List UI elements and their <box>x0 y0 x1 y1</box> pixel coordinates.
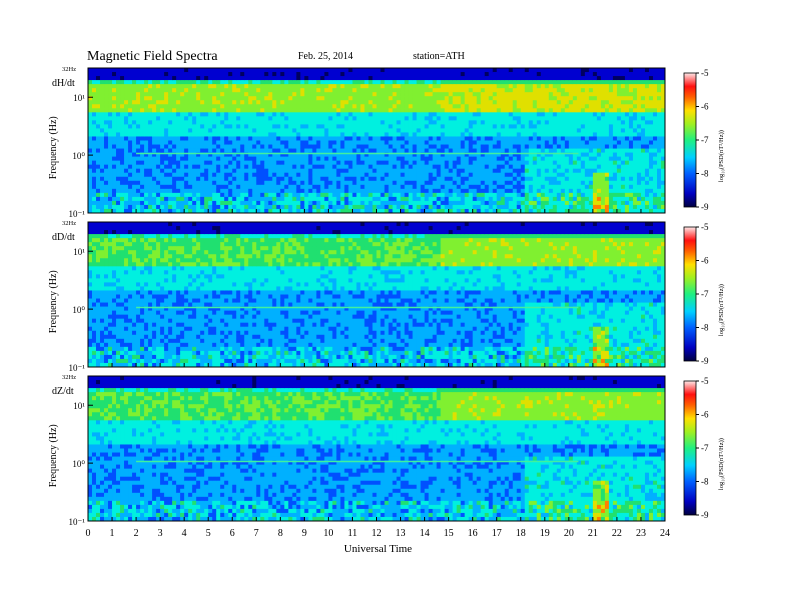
spectrogram-heatmap <box>88 68 666 214</box>
colorbar-tick-label: -5 <box>701 68 709 78</box>
colorbar-tick-label: -5 <box>701 376 709 386</box>
x-tick-label: 4 <box>182 528 187 539</box>
y-tick-label: 10⁻¹ <box>69 517 86 527</box>
colorbar-label: log₁₀(PSD(nT²/Hz)) <box>718 130 725 182</box>
x-tick-label: 11 <box>348 528 358 539</box>
panel-2: dD/dt 32Hz 10¹ 10⁰ 10⁻¹ Frequency (Hz) -5 -6 -7 -… <box>48 220 725 373</box>
colorbar-tick-label: -5 <box>701 222 709 232</box>
x-tick-label: 1 <box>110 528 115 539</box>
x-tick-label: 13 <box>396 528 406 539</box>
x-tick-label: 2 <box>134 528 139 539</box>
y-axis-label: Frequency (Hz) <box>48 270 59 333</box>
colorbar-tick-label: -8 <box>701 477 709 487</box>
panel-1: dH/dt 32Hz 10¹ 10⁰ 10⁻¹ Frequency (Hz) -5 -6 -7 -… <box>48 66 725 219</box>
y-axis-label: Frequency (Hz) <box>48 424 59 487</box>
spectrogram-heatmap <box>88 376 666 522</box>
colorbar-tick-label: -6 <box>701 410 709 420</box>
x-tick-label: 5 <box>206 528 211 539</box>
x-tick-label: 3 <box>158 528 163 539</box>
colorbar-tick-label: -7 <box>701 289 709 299</box>
colorbar-tick-label: -8 <box>701 169 709 179</box>
y-axis-label: Frequency (Hz) <box>48 116 59 179</box>
x-tick-label: 0 <box>86 528 91 539</box>
y-tick-label: 10⁻¹ <box>69 363 86 373</box>
y-tick-label: 10⁰ <box>72 151 85 161</box>
y-tick-label: 10¹ <box>73 247 85 257</box>
y-tick-label: 10¹ <box>73 401 85 411</box>
x-tick-label: 16 <box>468 528 478 539</box>
panel-name: dH/dt <box>52 78 75 89</box>
x-tick-label: 20 <box>564 528 574 539</box>
colorbar-tick-label: -9 <box>701 356 709 366</box>
colorbar-tick-label: -9 <box>701 202 709 212</box>
x-tick-label: 7 <box>254 528 259 539</box>
colorbar <box>683 226 697 362</box>
x-tick-label: 22 <box>612 528 622 539</box>
colorbar-tick-label: -8 <box>701 323 709 333</box>
colorbar-tick-label: -6 <box>701 102 709 112</box>
panel-name: dZ/dt <box>52 386 74 397</box>
x-axis-label: Universal Time <box>344 543 412 555</box>
x-tick-label: 12 <box>372 528 382 539</box>
x-tick-label: 19 <box>540 528 550 539</box>
panel-3: dZ/dt 32Hz 10¹ 10⁰ 10⁻¹ Frequency (Hz) -5 -6 -7 -… <box>48 374 725 527</box>
colorbar-tick-label: -7 <box>701 443 709 453</box>
x-axis: 0 1 2 3 4 5 6 7 8 9 10 11 12 13 14 15 16 17 18 19 20 21 22 23 24 <box>86 528 671 539</box>
figure-title: Magnetic Field Spectra <box>87 49 218 64</box>
x-tick-label: 9 <box>302 528 307 539</box>
colorbar-tick-label: -7 <box>701 135 709 145</box>
x-tick-label: 23 <box>636 528 646 539</box>
y-tick-label: 10⁻¹ <box>69 209 86 219</box>
panel-name: dD/dt <box>52 232 75 243</box>
panel-top-label: 32Hz <box>62 374 76 381</box>
y-tick-label: 10⁰ <box>72 459 85 469</box>
spectrogram-heatmap <box>88 222 666 368</box>
x-tick-label: 21 <box>588 528 598 539</box>
x-tick-label: 17 <box>492 528 502 539</box>
x-tick-label: 14 <box>420 528 430 539</box>
panel-top-label: 32Hz <box>62 66 76 73</box>
colorbar-label: log₁₀(PSD(nT²/Hz)) <box>718 438 725 490</box>
colorbar-tick-label: -6 <box>701 256 709 266</box>
x-tick-label: 8 <box>278 528 283 539</box>
figure-date: Feb. 25, 2014 <box>298 51 353 62</box>
panel-top-label: 32Hz <box>62 220 76 227</box>
figure-station: station=ATH <box>413 51 465 62</box>
x-tick-label: 10 <box>323 528 333 539</box>
colorbar <box>683 380 697 516</box>
x-tick-label: 24 <box>660 528 670 539</box>
x-tick-label: 15 <box>444 528 454 539</box>
colorbar <box>683 72 697 208</box>
y-tick-label: 10¹ <box>73 93 85 103</box>
x-tick-label: 18 <box>516 528 526 539</box>
colorbar-label: log₁₀(PSD(nT²/Hz)) <box>718 284 725 336</box>
colorbar-tick-label: -9 <box>701 510 709 520</box>
y-tick-label: 10⁰ <box>72 305 85 315</box>
x-tick-label: 6 <box>230 528 235 539</box>
